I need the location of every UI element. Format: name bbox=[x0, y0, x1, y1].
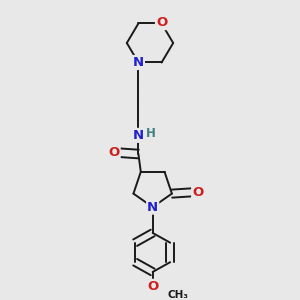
Text: O: O bbox=[147, 280, 158, 293]
Text: O: O bbox=[156, 16, 167, 29]
Text: O: O bbox=[192, 186, 203, 199]
Text: N: N bbox=[133, 56, 144, 69]
Text: H: H bbox=[146, 128, 156, 140]
Text: O: O bbox=[108, 146, 120, 159]
Text: N: N bbox=[147, 201, 158, 214]
Text: N: N bbox=[133, 129, 144, 142]
Text: CH₃: CH₃ bbox=[167, 290, 188, 300]
